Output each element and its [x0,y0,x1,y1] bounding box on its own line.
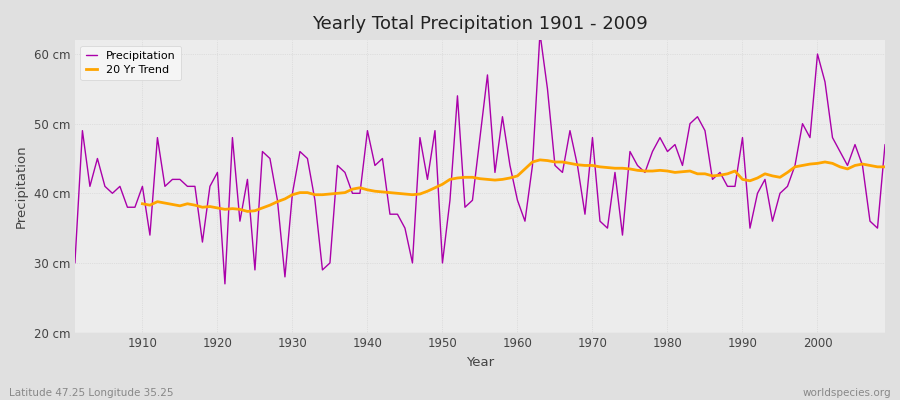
Precipitation [220,282,230,286]
Line: Precipitation: Precipitation [75,33,885,284]
Precipitation [879,142,890,147]
Text: worldspecies.org: worldspecies.org [803,388,891,398]
20 Yr Trend [879,164,890,169]
20 Yr Trend [242,209,253,214]
X-axis label: Year: Year [466,356,494,369]
Precipitation [69,260,80,265]
Legend: Precipitation, 20 Yr Trend: Precipitation, 20 Yr Trend [80,46,181,80]
20 Yr Trend [535,158,545,162]
Precipitation [512,198,523,203]
Precipitation [535,31,545,36]
Precipitation [519,219,530,224]
Line: 20 Yr Trend: 20 Yr Trend [142,160,885,212]
20 Yr Trend [527,160,538,164]
Precipitation [302,156,313,161]
20 Yr Trend [137,201,148,206]
Precipitation [617,233,628,238]
20 Yr Trend [857,162,868,166]
20 Yr Trend [317,192,328,197]
20 Yr Trend [834,164,845,169]
Text: Latitude 47.25 Longitude 35.25: Latitude 47.25 Longitude 35.25 [9,388,174,398]
20 Yr Trend [595,164,606,169]
Y-axis label: Precipitation: Precipitation [15,144,28,228]
Title: Yearly Total Precipitation 1901 - 2009: Yearly Total Precipitation 1901 - 2009 [312,15,648,33]
Precipitation [347,191,358,196]
Precipitation [130,205,140,210]
20 Yr Trend [287,192,298,197]
